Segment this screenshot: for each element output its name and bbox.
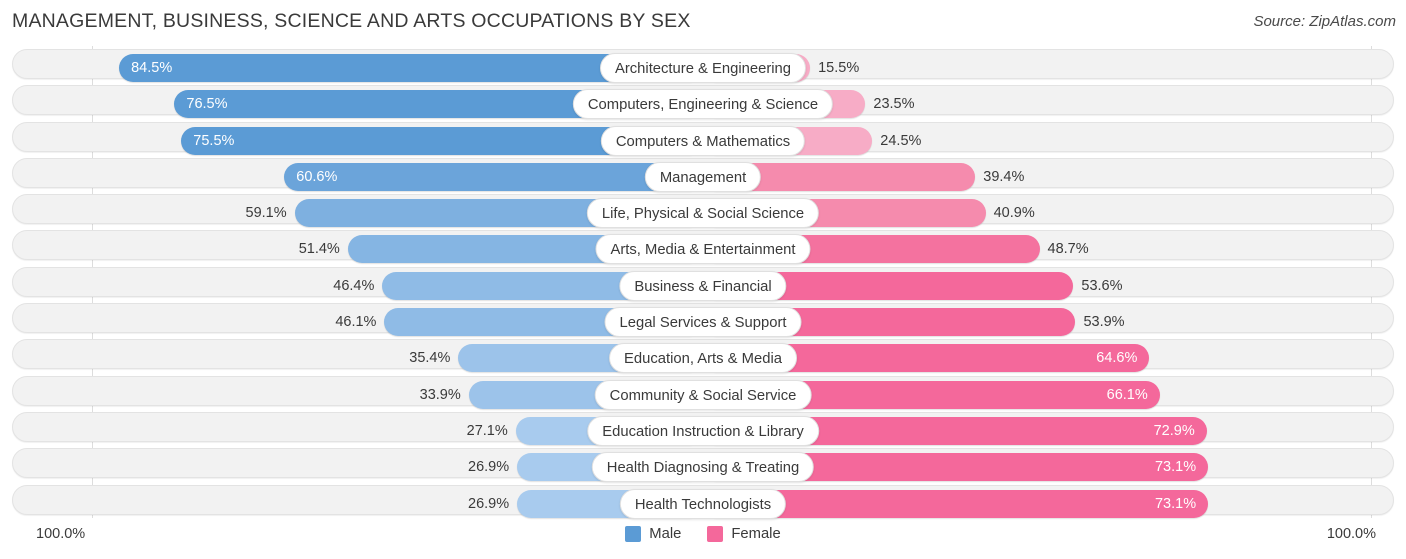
page-title: MANAGEMENT, BUSINESS, SCIENCE AND ARTS O… [12,10,691,32]
legend-item-female[interactable]: Female [707,526,781,542]
bar-track: 26.9% 73.1% Health Diagnosing & Treating [12,448,1394,483]
legend-label-male: Male [649,526,682,542]
chart-plot-area: 84.5% 15.5% Architecture & Engineering 76.5… [0,46,1406,519]
category-label: Life, Physical & Social Science [586,198,820,229]
bar-value-female: 73.1% [1154,495,1197,512]
legend-swatch-male-icon [625,526,642,542]
bar-value-male: 75.5% [193,132,235,149]
category-label: Legal Services & Support [604,307,802,338]
bar-track: 46.1% 53.9% Legal Services & Support [12,303,1394,338]
bar-row: 26.9% 73.1% Health Diagnosing & Treating [0,445,1406,483]
axis-label-right: 100.0% [1326,526,1376,542]
bar-track: 75.5% 24.5% Computers & Mathematics [12,121,1394,156]
bar-track: 33.9% 66.1% Community & Social Service [12,375,1394,410]
bar-value-male: 26.9% [468,459,510,476]
bar-value-female: 53.9% [1083,314,1125,331]
bar-value-female: 64.6% [1096,350,1138,367]
bar-value-female: 48.7% [1047,241,1089,258]
bar-value-male: 84.5% [131,60,173,76]
category-label: Community & Social Service [594,379,812,410]
bar-value-female: 23.5% [873,96,915,113]
legend-label-female: Female [731,526,781,542]
bar-row: 35.4% 64.6% Education, Arts & Media [0,336,1406,374]
legend: Male Female [0,526,1406,542]
bar-value-female: 40.9% [993,205,1035,222]
bar-value-male: 26.9% [468,495,510,512]
bar-row: 46.4% 53.6% Business & Financial [0,264,1406,301]
bar-row: 51.4% 48.7% Arts, Media & Entertainment [0,227,1406,265]
bar-row: 27.1% 72.9% Education Instruction & Librar… [0,409,1406,446]
axis-label-left: 100.0% [36,526,86,542]
bar-track: 35.4% 64.6% Education, Arts & Media [12,339,1394,374]
bar-row: 75.5% 24.5% Computers & Mathematics [0,119,1406,156]
bar-value-male: 59.1% [245,205,287,222]
chart-footer: 100.0% Male Female 100.0% [0,518,1406,559]
bar-male[interactable] [284,162,703,191]
bar-track: 59.1% 40.9% Life, Physical & Social Scienc… [12,194,1394,229]
bar-value-male: 46.4% [333,277,375,294]
bar-value-female: 66.1% [1106,386,1148,403]
bar-value-male: 35.4% [409,350,451,367]
category-label: Business & Financial [619,270,787,301]
bar-value-male: 60.6% [296,168,338,185]
bar-row: 60.6% 39.4% Management [0,155,1406,192]
bar-value-male: 46.1% [335,314,377,331]
chart-header: MANAGEMENT, BUSINESS, SCIENCE AND ARTS O… [0,0,1406,46]
bar-track: 60.6% 39.4% Management [12,157,1394,192]
bar-value-female: 39.4% [983,168,1025,185]
category-label: Health Diagnosing & Treating [591,452,815,483]
bar-row: 76.5% 23.5% Computers, Engineering & Scien… [0,82,1406,120]
category-label: Architecture & Engineering [599,53,807,83]
bar-value-female: 24.5% [880,132,922,149]
legend-swatch-female-icon [707,526,724,542]
bar-value-male: 76.5% [186,96,228,113]
bar-value-male: 51.4% [298,241,340,258]
category-label: Computers & Mathematics [600,125,806,156]
category-label: Arts, Media & Entertainment [595,234,811,265]
category-label: Computers, Engineering & Science [572,89,834,120]
bar-track: 84.5% 15.5% Architecture & Engineering [12,49,1394,83]
bar-value-male: 27.1% [466,422,508,439]
bar-value-female: 72.9% [1153,422,1195,439]
bar-track: 27.1% 72.9% Education Instruction & Librar… [12,411,1394,446]
bar-row: 26.9% 73.1% Health Technologists [0,482,1406,519]
bar-row: 33.9% 66.1% Community & Social Service [0,373,1406,410]
bar-row: 59.1% 40.9% Life, Physical & Social Scienc… [0,191,1406,229]
bar-value-female: 73.1% [1154,459,1197,476]
bar-track: 76.5% 23.5% Computers, Engineering & Scien… [12,85,1394,120]
bar-value-male: 33.9% [419,386,461,403]
category-label: Health Technologists [619,488,787,519]
bar-track: 51.4% 48.7% Arts, Media & Entertainment [12,230,1394,265]
bar-row: 46.1% 53.9% Legal Services & Support [0,300,1406,338]
bar-row: 84.5% 15.5% Architecture & Engineering [0,46,1406,83]
category-label: Education Instruction & Library [587,415,819,446]
bar-track: 46.4% 53.6% Business & Financial [12,266,1394,301]
bar-rows: 84.5% 15.5% Architecture & Engineering 76.5… [0,46,1406,519]
category-label: Management [644,161,762,192]
bar-female[interactable] [703,489,1209,518]
bar-value-female: 53.6% [1081,277,1123,294]
bar-value-female: 15.5% [818,60,860,76]
bar-track: 26.9% 73.1% Health Technologists [12,484,1394,519]
category-label: Education, Arts & Media [609,343,797,374]
source-attribution: Source: ZipAtlas.com [1253,13,1396,30]
legend-item-male[interactable]: Male [625,526,681,542]
